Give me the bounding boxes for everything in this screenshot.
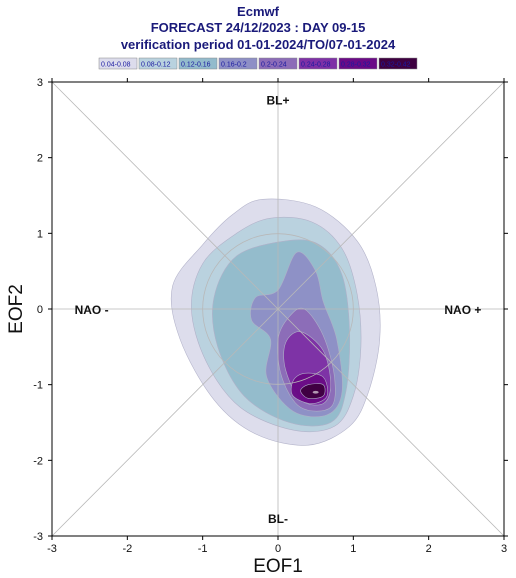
x-axis-label: EOF1 — [253, 556, 303, 577]
y-tick-label: 3 — [37, 77, 43, 89]
legend-swatch — [378, 57, 418, 70]
legend-label: 0.04-0.08 — [101, 62, 131, 69]
legend-label: 0.16-0.2 — [221, 62, 247, 69]
density-peak-marker — [312, 390, 319, 394]
x-tick-label: -3 — [47, 543, 57, 555]
y-tick-label: -1 — [33, 380, 43, 392]
legend-swatch — [98, 57, 138, 70]
regime-label-bl-plus: BL+ — [266, 94, 289, 108]
legend-swatch — [138, 57, 178, 70]
legend-swatch — [298, 57, 338, 70]
legend-swatch — [178, 57, 218, 70]
regime-label-bl-minus: BL- — [268, 512, 288, 526]
y-tick-label: 2 — [37, 153, 43, 165]
y-tick-label: 1 — [37, 228, 43, 240]
x-tick-label: 1 — [350, 543, 356, 555]
unit-circle — [202, 233, 354, 385]
regime-label-nao-plus: NAO + — [444, 303, 481, 317]
legend: 0.04-0.08 0.08-0.12 0.12-0.16 0.16-0.2 0.2-0… — [98, 57, 418, 70]
x-tick-label: 2 — [426, 543, 432, 555]
legend-label: 0.12-0.16 — [181, 62, 211, 69]
legend-label: 0.28-0.32 — [341, 62, 371, 69]
forecast-subtitle: FORECAST 24/12/2023 : DAY 09-15 — [150, 20, 366, 35]
y-axis-label: EOF2 — [6, 284, 27, 334]
regime-label-nao-minus: NAO - — [75, 303, 109, 317]
y-tick-label: -2 — [33, 455, 43, 467]
y-tick-label: 0 — [37, 304, 43, 316]
legend-label: 0.24-0.28 — [301, 62, 331, 69]
verification-period: verification period 01-01-2024/TO/07-01-… — [120, 37, 396, 52]
chart-title: Ecmwf — [237, 4, 279, 19]
legend-swatch — [258, 57, 298, 70]
density-contour — [300, 383, 326, 399]
legend-label: 0.2-0.24 — [261, 62, 287, 69]
legend-label: 0.08-0.12 — [141, 62, 171, 69]
x-tick-label: 3 — [501, 543, 507, 555]
x-tick-label: -1 — [198, 543, 208, 555]
x-tick-label: -2 — [122, 543, 132, 555]
legend-swatch — [218, 57, 258, 70]
legend-swatch — [338, 57, 378, 70]
reference-lines — [51, 81, 505, 537]
y-tick-label: -3 — [33, 531, 43, 543]
x-tick-label: 0 — [275, 543, 281, 555]
legend-label: 0.32-0.42 — [381, 62, 411, 69]
